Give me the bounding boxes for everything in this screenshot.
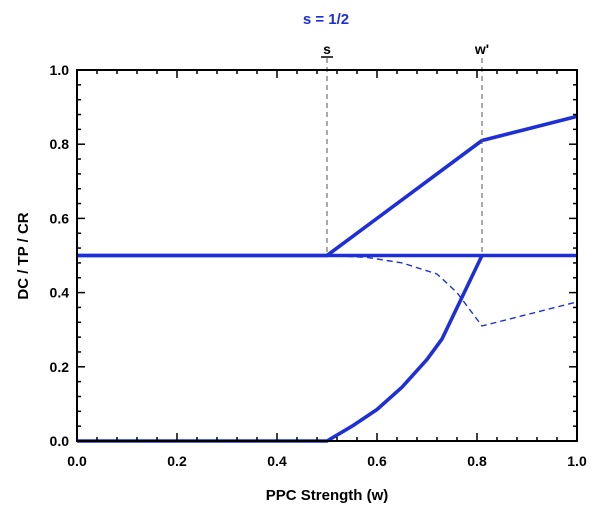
x-axis-label: PPC Strength (w) — [266, 487, 389, 504]
x-tick-label: 0.4 — [267, 453, 287, 469]
chart-title: s = 1/2 — [303, 11, 349, 28]
x-tick-label: 0.2 — [167, 453, 187, 469]
x-tick-label: 0.0 — [67, 453, 87, 469]
series-layer — [77, 114, 578, 443]
x-tick-label: 0.8 — [467, 453, 487, 469]
marker-layer: s w' — [321, 41, 489, 256]
marker-label-1: s — [323, 41, 331, 57]
y-tick-label: 0.0 — [50, 433, 70, 449]
y-tick-label: 0.6 — [50, 210, 70, 226]
x-tick-label: 0.6 — [367, 453, 387, 469]
dashed-series-line-4 — [326, 254, 578, 327]
x-tick-label: 1.0 — [567, 453, 587, 469]
marker-label-2: w' — [474, 41, 489, 57]
plot-frame — [76, 69, 578, 442]
y-tick-label: 0.8 — [50, 136, 70, 152]
tick-layer: 0.0 0.2 0.4 0.6 0.8 1.0 0.0 0.2 0.4 0.6 0.8 1.0 — [50, 62, 587, 469]
y-axis-label: DC / TP / CR — [15, 212, 32, 299]
y-tick-label: 0.4 — [50, 285, 70, 301]
y-tick-label: 0.2 — [50, 359, 70, 375]
y-tick-label: 1.0 — [50, 62, 70, 78]
series-line-3 — [77, 254, 484, 443]
